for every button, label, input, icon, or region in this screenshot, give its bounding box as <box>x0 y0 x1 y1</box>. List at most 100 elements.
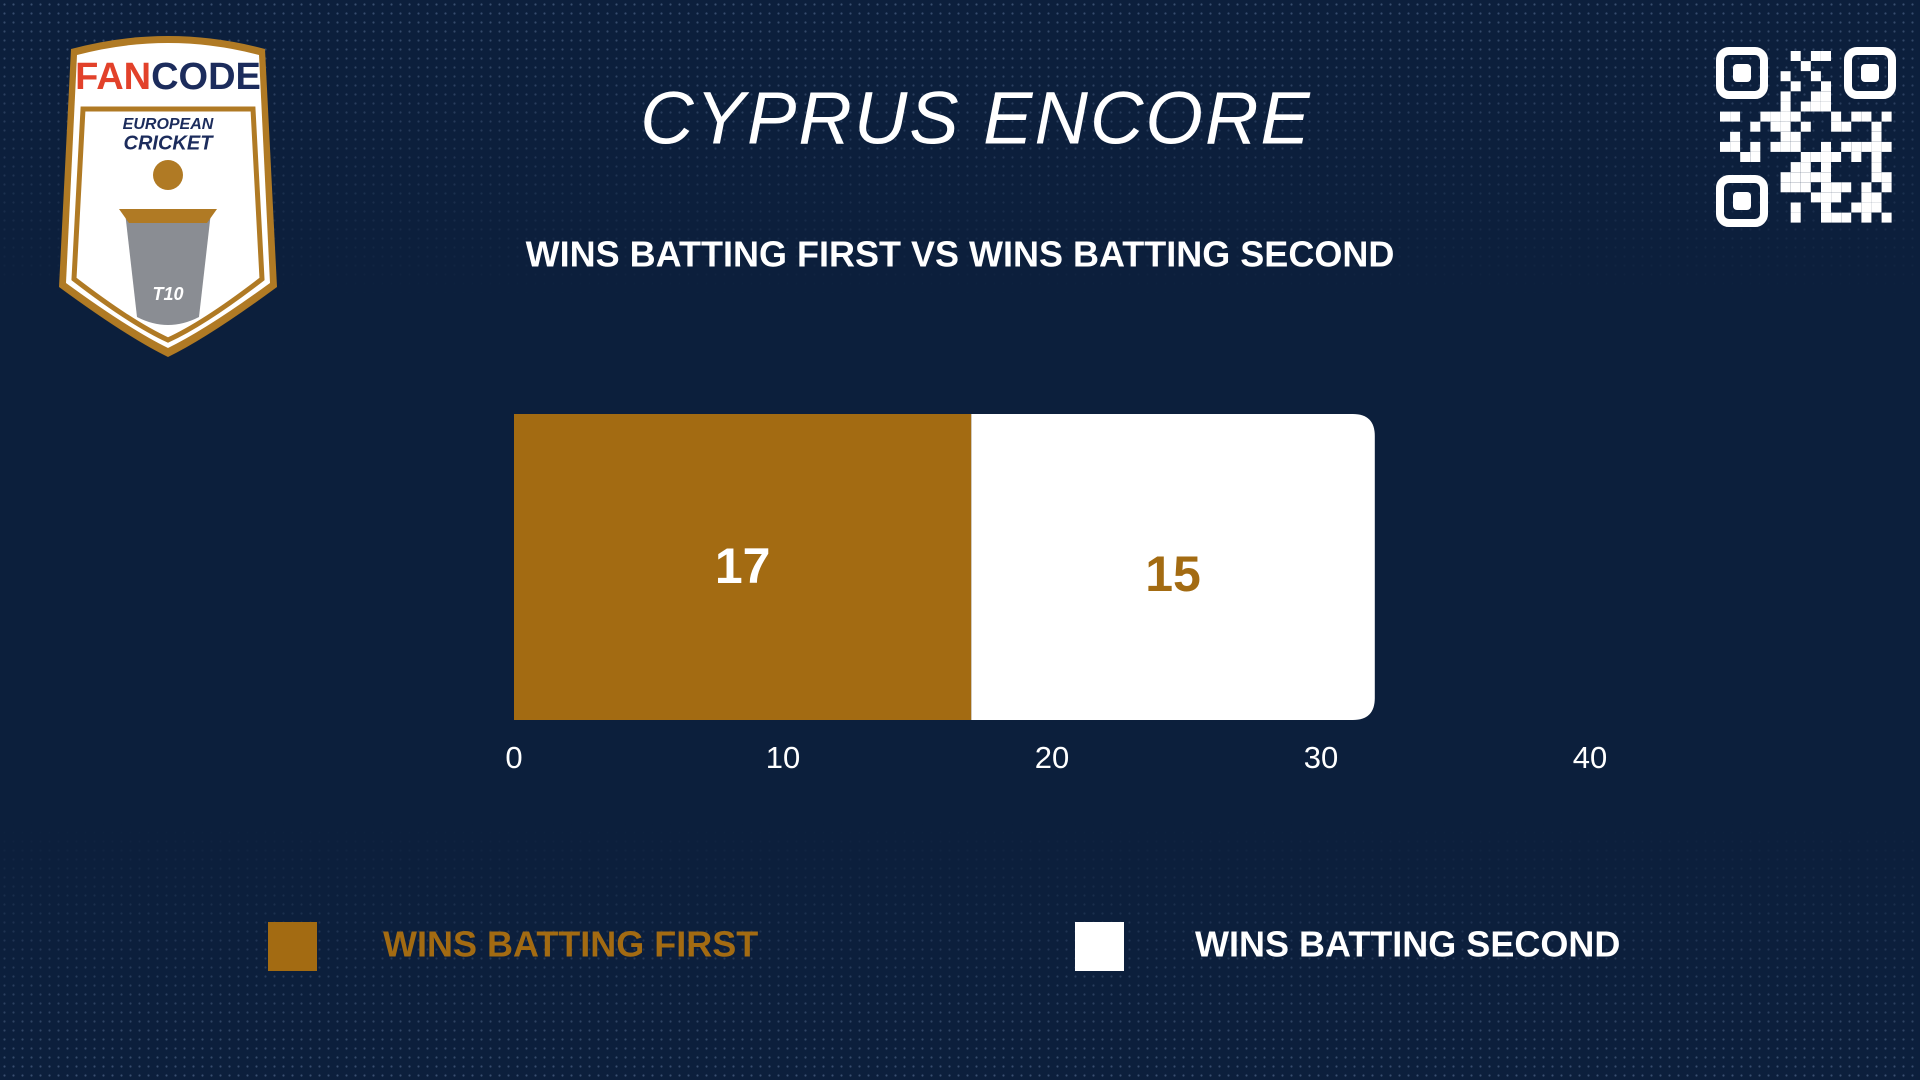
qr-module <box>1780 141 1791 152</box>
dot-texture <box>0 0 1920 300</box>
qr-module <box>1841 212 1852 223</box>
qr-module <box>1800 182 1811 193</box>
qr-module <box>1800 152 1811 162</box>
qr-module <box>1851 202 1862 213</box>
qr-module <box>1770 111 1781 122</box>
logo-line: CRICKET <box>124 132 215 154</box>
chart-title: CYPRUS ENCORE <box>640 77 1312 160</box>
qr-module <box>1800 61 1811 72</box>
bar-segment <box>971 414 1375 720</box>
qr-module <box>1821 81 1831 92</box>
logo-shield-inner <box>66 43 270 348</box>
qr-module <box>1851 152 1862 162</box>
qr-module <box>1720 111 1730 122</box>
qr-finder <box>1861 64 1879 82</box>
qr-module <box>1841 121 1852 132</box>
qr-module <box>1871 121 1882 132</box>
x-tick-label: 20 <box>1035 740 1069 775</box>
qr-module <box>1841 182 1852 193</box>
qr-module <box>1800 101 1811 112</box>
qr-module <box>1790 212 1801 223</box>
qr-module <box>1831 182 1842 193</box>
data-label: 15 <box>1145 546 1201 602</box>
qr-module <box>1871 192 1882 203</box>
qr-module <box>1821 192 1831 203</box>
qr-module <box>1831 111 1842 122</box>
qr-module <box>1861 212 1872 223</box>
qr-module <box>1871 162 1882 173</box>
qr-module <box>1881 111 1892 122</box>
qr-module <box>1810 71 1821 82</box>
qr-module <box>1790 131 1801 142</box>
qr-module <box>1790 51 1801 61</box>
logo-badge: T10 <box>152 284 183 304</box>
qr-module <box>1810 101 1821 112</box>
qr-module <box>1831 121 1842 132</box>
qr-module <box>1821 172 1831 183</box>
qr-module <box>1881 212 1892 223</box>
qr-module <box>1780 121 1791 132</box>
qr-module <box>1851 141 1862 152</box>
qr-module <box>1780 111 1791 122</box>
qr-module <box>1810 91 1821 102</box>
qr-module <box>1780 182 1791 193</box>
legend-label: WINS BATTING SECOND <box>1195 924 1620 965</box>
qr-module <box>1881 141 1892 152</box>
legend-label: WINS BATTING FIRST <box>383 924 758 965</box>
qr-module <box>1780 91 1791 102</box>
qr-module <box>1800 121 1811 132</box>
qr-module <box>1831 212 1842 223</box>
qr-module <box>1800 162 1811 173</box>
qr-module <box>1810 51 1821 61</box>
qr-module <box>1730 111 1741 122</box>
qr-module <box>1821 202 1831 213</box>
logo-brand: FANCODE <box>75 56 261 98</box>
qr-module <box>1760 111 1771 122</box>
x-tick-label: 0 <box>505 740 522 775</box>
logo: FANCODE EUROPEAN CRICKET T10 <box>59 36 277 357</box>
x-tick-label: 30 <box>1304 740 1338 775</box>
qr-module <box>1780 172 1791 183</box>
qr-module <box>1841 141 1852 152</box>
qr-module <box>1720 141 1730 152</box>
qr-module <box>1881 182 1892 193</box>
bar-segment <box>514 414 972 720</box>
qr-module <box>1861 111 1872 122</box>
chart-subtitle: WINS BATTING FIRST VS WINS BATTING SECON… <box>526 234 1395 275</box>
qr-module <box>1821 162 1831 173</box>
qr-code <box>1716 47 1896 227</box>
qr-module <box>1871 152 1882 162</box>
qr-module <box>1821 182 1831 193</box>
qr-finder <box>1716 175 1768 227</box>
qr-module <box>1770 141 1781 152</box>
qr-module <box>1790 141 1801 152</box>
qr-module <box>1770 121 1781 132</box>
logo-ball <box>153 160 183 190</box>
qr-module <box>1800 172 1811 183</box>
plot: 0 10 20 30 40 17 15 WINS BATTING FIRST WINS BATT… <box>268 414 1620 971</box>
qr-module <box>1821 141 1831 152</box>
qr-module <box>1730 141 1741 152</box>
qr-module <box>1790 182 1801 193</box>
qr-module <box>1861 202 1872 213</box>
qr-module <box>1821 91 1831 102</box>
qr-module <box>1750 141 1761 152</box>
qr-module <box>1780 131 1791 142</box>
qr-module <box>1871 202 1882 213</box>
qr-module <box>1790 81 1801 92</box>
qr-module <box>1790 202 1801 213</box>
qr-module <box>1861 182 1872 193</box>
qr-module <box>1810 192 1821 203</box>
qr-module <box>1740 152 1751 162</box>
logo-trophy <box>125 212 211 325</box>
qr-finder <box>1716 47 1768 99</box>
qr-module <box>1780 101 1791 112</box>
qr-module <box>1750 121 1761 132</box>
qr-module <box>1821 152 1831 162</box>
qr-module <box>1831 152 1842 162</box>
dot-texture <box>0 820 1920 1080</box>
x-tick-label: 10 <box>766 740 800 775</box>
qr-module <box>1821 212 1831 223</box>
qr-module <box>1871 141 1882 152</box>
